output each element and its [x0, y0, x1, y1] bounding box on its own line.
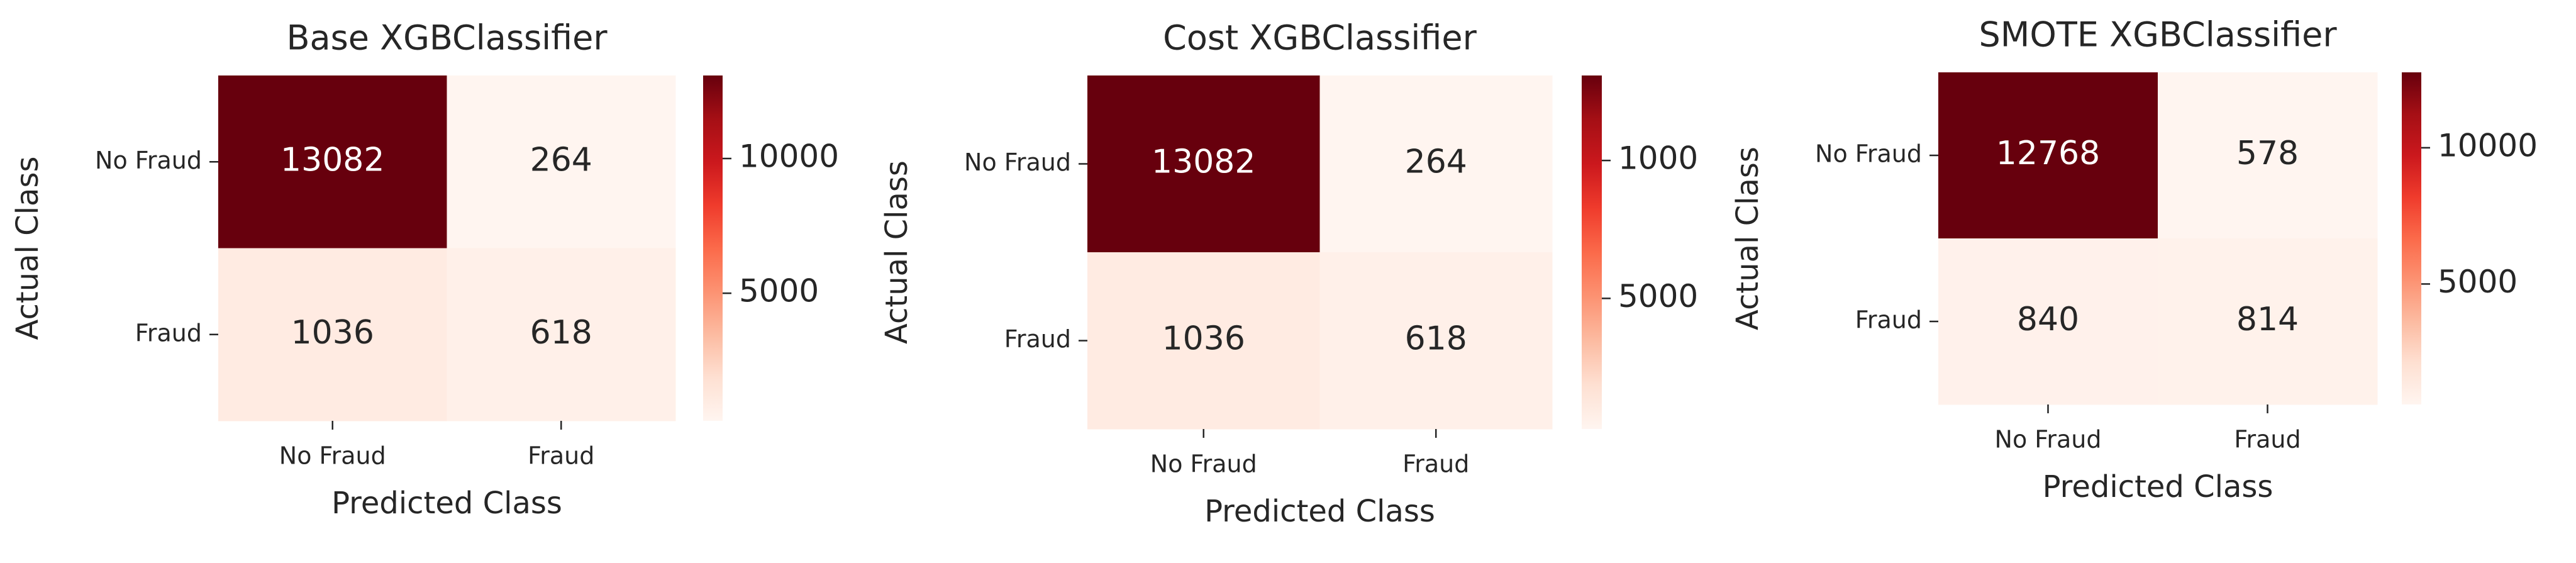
cell-label: 12768	[1996, 135, 2100, 172]
heatmap-cell	[1938, 72, 2158, 239]
heatmap-cell	[1319, 75, 1553, 253]
cell-label: 264	[1405, 143, 1467, 181]
cell-label: 1036	[1162, 320, 1245, 358]
colorbar	[703, 75, 723, 421]
x-tick-label: No Fraud	[1995, 426, 2102, 454]
heatmap-cell	[1087, 75, 1320, 253]
cell-label: 1036	[291, 314, 374, 352]
y-axis-label: Actual Class	[879, 160, 914, 344]
chart-title: SMOTE XGBClassifier	[1979, 15, 2337, 55]
heatmap-cell	[2158, 238, 2378, 405]
x-tick-label: Fraud	[2234, 426, 2301, 454]
chart-title: Base XGBClassifier	[286, 18, 608, 58]
cell-label: 13082	[1152, 143, 1255, 181]
cell-label: 618	[530, 314, 592, 352]
colorbar-tick-label: 5000	[2438, 264, 2518, 300]
heatmap-cell	[2158, 72, 2378, 239]
x-axis-label: Predicted Class	[2043, 469, 2273, 504]
x-tick-label: Fraud	[528, 442, 594, 470]
heatmap-cell	[1938, 238, 2158, 405]
colorbar-tick-label: 5000	[739, 273, 819, 309]
heatmap-cell	[218, 248, 447, 421]
y-tick-label: No Fraud	[95, 147, 202, 174]
heatmap-cell	[1087, 252, 1320, 430]
y-tick-label: No Fraud	[964, 148, 1071, 176]
colorbar-tick-label: 5000	[1618, 278, 1698, 315]
cell-label: 13082	[280, 141, 384, 179]
x-axis-label: Predicted Class	[331, 486, 562, 521]
colorbar	[2402, 72, 2421, 404]
heatmap-cell	[218, 75, 447, 248]
cell-label: 814	[2236, 301, 2299, 338]
cell-label: 264	[530, 141, 592, 179]
y-axis-label: Actual Class	[10, 157, 45, 340]
colorbar	[1582, 75, 1602, 429]
y-tick-label: Fraud	[135, 319, 202, 347]
y-tick-label: Fraud	[1004, 325, 1071, 353]
chart-title: Cost XGBClassifier	[1163, 18, 1477, 58]
cell-label: 578	[2236, 135, 2299, 172]
x-tick-label: No Fraud	[279, 442, 386, 470]
colorbar-tick-label: 10000	[2438, 127, 2538, 164]
y-tick-label: Fraud	[1855, 306, 1922, 334]
cell-label: 840	[2017, 301, 2079, 338]
heatmap-cell	[1319, 252, 1553, 430]
y-tick-label: No Fraud	[1815, 140, 1922, 168]
x-axis-label: Predicted Class	[1204, 494, 1435, 529]
y-axis-label: Actual Class	[1730, 147, 1765, 330]
heatmap-cell	[447, 75, 676, 248]
cell-label: 618	[1405, 320, 1467, 358]
colorbar-tick-label: 1000	[1618, 140, 1698, 177]
heatmap-cell	[447, 248, 676, 421]
x-tick-label: No Fraud	[1150, 450, 1257, 478]
x-tick-label: Fraud	[1402, 450, 1469, 478]
colorbar-tick-label: 10000	[739, 138, 839, 175]
